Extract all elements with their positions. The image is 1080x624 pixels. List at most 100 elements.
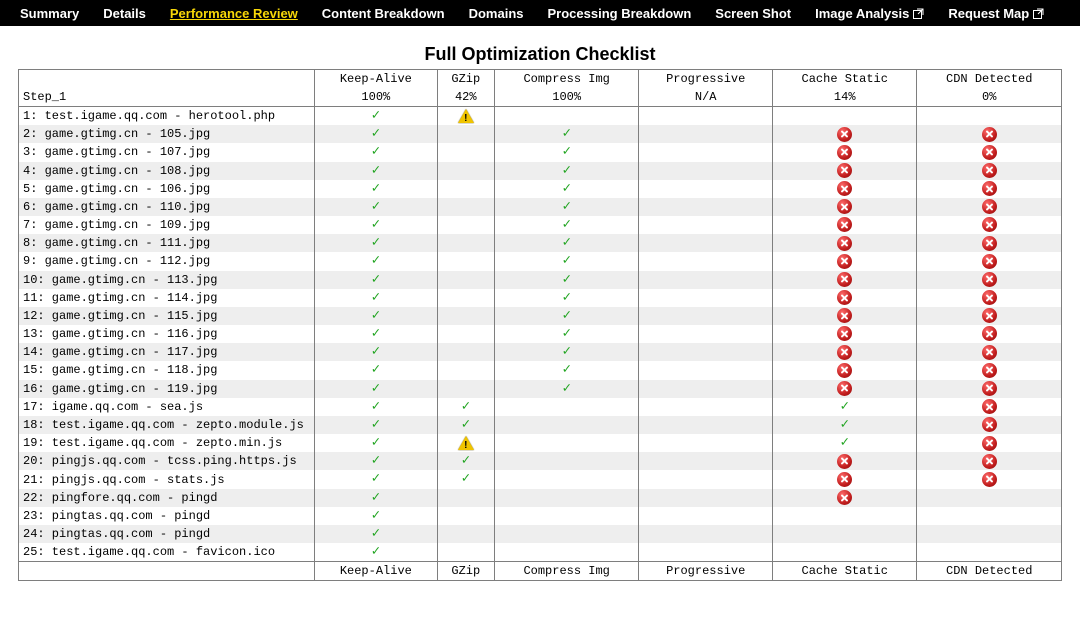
cell-cache_static [772, 107, 916, 126]
check-icon: ✓ [462, 471, 470, 487]
row-label: 10: game.gtimg.cn - 113.jpg [19, 271, 315, 289]
check-icon: ✓ [372, 471, 380, 487]
cell-keep_alive: ✓ [315, 143, 438, 161]
table-row: 15: game.gtimg.cn - 118.jpg✓✓ [19, 361, 1062, 379]
error-icon [982, 454, 997, 469]
table-row: 20: pingjs.qq.com - tcss.ping.https.js✓✓ [19, 452, 1062, 470]
nav-tab-content-breakdown[interactable]: Content Breakdown [310, 0, 457, 26]
cell-progressive [639, 325, 773, 343]
check-icon: ✓ [462, 417, 470, 433]
error-icon [982, 345, 997, 360]
check-icon: ✓ [562, 181, 570, 197]
col-score-cache_static: 14% [772, 88, 916, 107]
col-footer-progressive: Progressive [639, 562, 773, 581]
row-label: 19: test.igame.qq.com - zepto.min.js [19, 434, 315, 452]
page-title: Full Optimization Checklist [0, 44, 1080, 65]
cell-cdn [917, 525, 1062, 543]
check-icon: ✓ [372, 326, 380, 342]
check-icon: ✓ [372, 490, 380, 506]
cell-gzip [437, 234, 494, 252]
cell-gzip [437, 252, 494, 270]
cell-keep_alive: ✓ [315, 216, 438, 234]
check-icon: ✓ [372, 217, 380, 233]
cell-cdn [917, 125, 1062, 143]
table-row: 11: game.gtimg.cn - 114.jpg✓✓ [19, 289, 1062, 307]
check-icon: ✓ [562, 362, 570, 378]
row-label: 9: game.gtimg.cn - 112.jpg [19, 252, 315, 270]
cell-keep_alive: ✓ [315, 489, 438, 507]
col-footer-compress_img: Compress Img [494, 562, 638, 581]
nav-tab-screen-shot[interactable]: Screen Shot [703, 0, 803, 26]
row-label: 24: pingtas.qq.com - pingd [19, 525, 315, 543]
check-icon: ✓ [462, 399, 470, 415]
nav-tab-processing-breakdown[interactable]: Processing Breakdown [536, 0, 704, 26]
nav-tab-performance-review[interactable]: Performance Review [158, 0, 310, 26]
cell-compress_img [494, 489, 638, 507]
cell-gzip [437, 434, 494, 452]
check-icon: ✓ [372, 435, 380, 451]
check-icon: ✓ [562, 344, 570, 360]
cell-keep_alive: ✓ [315, 125, 438, 143]
col-footer-gzip: GZip [437, 562, 494, 581]
cell-keep_alive: ✓ [315, 325, 438, 343]
error-icon [982, 217, 997, 232]
cell-gzip [437, 198, 494, 216]
error-icon [982, 381, 997, 396]
error-icon [982, 145, 997, 160]
check-icon: ✓ [372, 417, 380, 433]
error-icon [982, 163, 997, 178]
check-icon: ✓ [372, 163, 380, 179]
check-icon: ✓ [372, 253, 380, 269]
row-label: 11: game.gtimg.cn - 114.jpg [19, 289, 315, 307]
cell-cache_static [772, 234, 916, 252]
row-label: 20: pingjs.qq.com - tcss.ping.https.js [19, 452, 315, 470]
cell-progressive [639, 398, 773, 416]
nav-tab-domains[interactable]: Domains [457, 0, 536, 26]
col-score-progressive: N/A [639, 88, 773, 107]
step-header: Step_1 [19, 88, 315, 107]
error-icon [982, 236, 997, 251]
cell-progressive [639, 452, 773, 470]
col-header-keep_alive: Keep-Alive [315, 70, 438, 89]
row-label: 12: game.gtimg.cn - 115.jpg [19, 307, 315, 325]
table-body: 1: test.igame.qq.com - herotool.php✓2: g… [19, 107, 1062, 562]
col-header-compress_img: Compress Img [494, 70, 638, 89]
nav-tab-details[interactable]: Details [91, 0, 158, 26]
nav-tab-label: Processing Breakdown [548, 6, 692, 21]
table-row: 9: game.gtimg.cn - 112.jpg✓✓ [19, 252, 1062, 270]
check-icon: ✓ [562, 126, 570, 142]
nav-tab-label: Summary [20, 6, 79, 21]
cell-progressive [639, 143, 773, 161]
cell-keep_alive: ✓ [315, 452, 438, 470]
cell-keep_alive: ✓ [315, 416, 438, 434]
error-icon [837, 454, 852, 469]
nav-tab-image-analysis[interactable]: Image Analysis [803, 0, 936, 26]
row-label: 5: game.gtimg.cn - 106.jpg [19, 180, 315, 198]
cell-cdn [917, 489, 1062, 507]
row-label: 17: igame.qq.com - sea.js [19, 398, 315, 416]
cell-cache_static [772, 343, 916, 361]
error-icon [982, 199, 997, 214]
row-label: 1: test.igame.qq.com - herotool.php [19, 107, 315, 126]
row-label: 21: pingjs.qq.com - stats.js [19, 470, 315, 488]
nav-tab-label: Content Breakdown [322, 6, 445, 21]
cell-gzip [437, 216, 494, 234]
table-row: 14: game.gtimg.cn - 117.jpg✓✓ [19, 343, 1062, 361]
cell-cdn [917, 180, 1062, 198]
cell-cache_static [772, 198, 916, 216]
cell-gzip: ✓ [437, 416, 494, 434]
check-icon: ✓ [841, 435, 849, 451]
check-icon: ✓ [562, 235, 570, 251]
cell-cdn [917, 452, 1062, 470]
table-row: 6: game.gtimg.cn - 110.jpg✓✓ [19, 198, 1062, 216]
table-row: 23: pingtas.qq.com - pingd✓ [19, 507, 1062, 525]
cell-compress_img [494, 107, 638, 126]
error-icon [837, 272, 852, 287]
check-icon: ✓ [372, 272, 380, 288]
check-icon: ✓ [562, 308, 570, 324]
cell-cdn [917, 289, 1062, 307]
nav-tab-summary[interactable]: Summary [8, 0, 91, 26]
cell-cdn [917, 143, 1062, 161]
check-icon: ✓ [372, 344, 380, 360]
nav-tab-request-map[interactable]: Request Map [936, 0, 1056, 26]
